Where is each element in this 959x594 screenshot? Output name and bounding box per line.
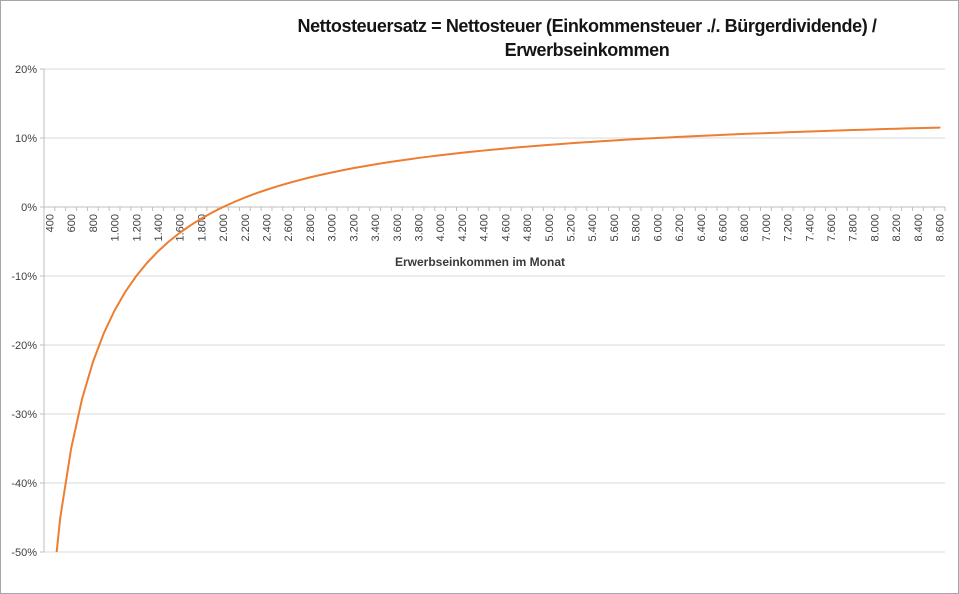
- x-tick-label: 7.400: [804, 214, 816, 242]
- chart-title-line-2: Erwerbseinkommen: [504, 40, 670, 60]
- chart-title-line-1: Nettosteuersatz = Nettosteuer (Einkommen…: [297, 16, 877, 36]
- x-tick-label: 400: [44, 214, 56, 232]
- gridlines: [44, 68, 945, 553]
- y-tick-label: -40%: [11, 478, 37, 490]
- x-tick-label: 8.200: [891, 214, 903, 242]
- y-axis: 20% 10% 0% -10% -20% -30% -40% -50%: [11, 64, 45, 559]
- x-tick-label: 7.800: [848, 214, 860, 242]
- x-tick-label: 2.600: [283, 214, 295, 242]
- x-tick-labels: 400 600 800 1.000 1.200 1.400 1.600 1.800 2.000 2…: [44, 214, 946, 242]
- y-tick-label: 0%: [21, 202, 37, 214]
- x-tick-label: 3.600: [392, 214, 404, 242]
- x-tick-label: 1.200: [131, 214, 143, 242]
- x-tick-label: 1.400: [153, 214, 165, 242]
- x-tick-label: 2.000: [218, 214, 230, 242]
- x-tick-label: 7.600: [826, 214, 838, 242]
- x-tick-label: 6.200: [674, 214, 686, 242]
- x-axis: [43, 206, 946, 211]
- x-tick-label: 5.600: [609, 214, 621, 242]
- y-tick-label: 10%: [15, 133, 37, 145]
- y-tick-label: -30%: [11, 409, 37, 421]
- y-tick-label: -50%: [11, 547, 37, 559]
- x-tick-label: 3.200: [348, 214, 360, 242]
- x-tick-label: 4.600: [500, 214, 512, 242]
- x-tick-label: 5.000: [544, 214, 556, 242]
- x-tick-label: 3.400: [370, 214, 382, 242]
- x-tick-label: 3.000: [327, 214, 339, 242]
- x-tick-label: 7.200: [783, 214, 795, 242]
- x-tick-label: 2.400: [262, 214, 274, 242]
- x-tick-label: 800: [88, 214, 100, 232]
- y-tick-label: -10%: [11, 271, 37, 283]
- x-tick-label: 6.000: [652, 214, 664, 242]
- series-line-nettosteuersatz: [55, 126, 941, 552]
- x-tick-label: 8.400: [913, 214, 925, 242]
- x-tick-label: 5.800: [631, 214, 643, 242]
- x-tick-label: 2.800: [305, 214, 317, 242]
- x-tick-label: 6.800: [739, 214, 751, 242]
- x-tick-label: 4.400: [479, 214, 491, 242]
- x-tick-label: 4.000: [435, 214, 447, 242]
- x-tick-label: 6.400: [696, 214, 708, 242]
- x-axis-title: Erwerbseinkommen im Monat: [395, 255, 565, 269]
- y-tick-label: -20%: [11, 340, 37, 352]
- x-tick-label: 2.200: [240, 214, 252, 242]
- x-tick-label: 4.800: [522, 214, 534, 242]
- x-tick-label: 5.400: [587, 214, 599, 242]
- x-tick-label: 1.600: [175, 214, 187, 242]
- x-tick-label: 8.600: [935, 214, 947, 242]
- x-tick-label: 1.000: [110, 214, 122, 242]
- x-tick-label: 600: [66, 214, 78, 232]
- x-tick-label: 3.800: [414, 214, 426, 242]
- x-tick-label: 4.200: [457, 214, 469, 242]
- x-tick-label: 8.000: [869, 214, 881, 242]
- x-tick-label: 5.200: [565, 214, 577, 242]
- x-tick-label: 6.600: [717, 214, 729, 242]
- chart-title: Nettosteuersatz = Nettosteuer (Einkommen…: [211, 14, 958, 62]
- x-tick-label: 7.000: [761, 214, 773, 242]
- y-tick-label: 20%: [15, 64, 37, 76]
